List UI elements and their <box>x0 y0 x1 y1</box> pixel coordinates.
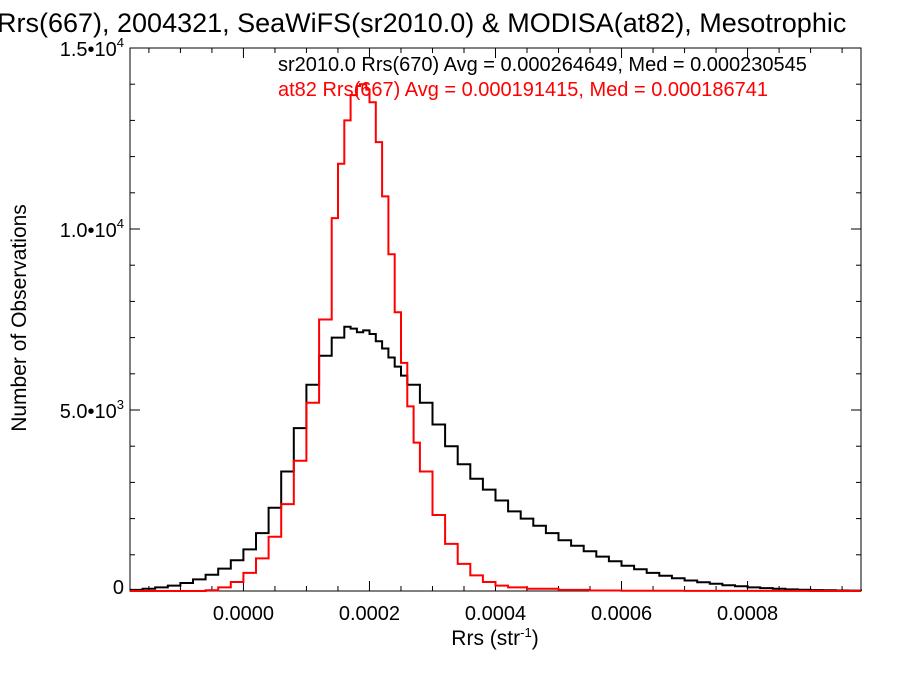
axis-ticks <box>130 47 861 592</box>
series-layer <box>130 83 862 592</box>
annotation-seawifs-stats: sr2010.0 Rrs(670) Avg = 0.000264649, Med… <box>278 54 807 76</box>
series-modisa-line <box>130 83 861 592</box>
annotation-modisa-stats: at82 Rrs(667) Avg = 0.000191415, Med = 0… <box>278 79 768 101</box>
y-tick-label: 1.0•104 <box>60 216 124 242</box>
y-tick-label: 0 <box>113 577 124 599</box>
x-tick-label: 0.0006 <box>591 603 652 625</box>
y-tick-label: 1.5•104 <box>60 35 124 61</box>
chart-title: Rrs(667), 2004321, SeaWiFS(sr2010.0) & M… <box>0 8 846 38</box>
x-tick-label: 0.0000 <box>213 603 274 625</box>
plot-frame <box>129 47 862 592</box>
x-tick-label: 0.0002 <box>339 603 400 625</box>
series-seawifs-line <box>130 325 862 592</box>
y-tick-label: 5.0•103 <box>60 397 124 423</box>
x-tick-label: 0.0008 <box>717 603 778 625</box>
x-tick-labels: 0.0000 0.0002 0.0004 0.0006 0.0008 <box>213 603 778 625</box>
y-axis-label: Number of Observations <box>8 204 31 432</box>
x-axis-label: Rrs (str-1) <box>451 625 538 650</box>
y-tick-labels: 0 5.0•103 1.0•104 1.5•104 <box>60 35 124 599</box>
x-tick-label: 0.0004 <box>465 603 526 625</box>
